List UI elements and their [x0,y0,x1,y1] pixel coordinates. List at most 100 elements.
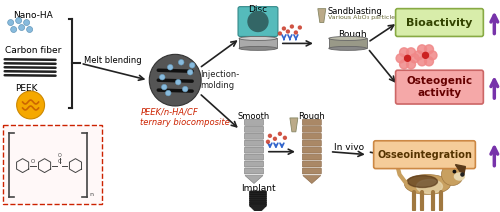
Circle shape [406,60,416,69]
Ellipse shape [404,174,450,194]
Circle shape [248,12,268,32]
Text: Bioactivity: Bioactivity [406,18,472,28]
Circle shape [16,91,44,119]
Circle shape [442,164,464,186]
Ellipse shape [150,54,201,106]
Circle shape [188,70,193,75]
FancyBboxPatch shape [250,204,266,206]
Ellipse shape [408,176,438,187]
Text: PEEK: PEEK [14,84,37,93]
Circle shape [278,32,281,35]
FancyBboxPatch shape [250,195,266,197]
FancyBboxPatch shape [244,140,264,146]
Ellipse shape [416,180,442,193]
Circle shape [10,26,16,32]
Circle shape [290,25,294,28]
Circle shape [24,20,30,25]
Circle shape [160,74,165,80]
Circle shape [414,51,423,60]
Ellipse shape [239,46,277,50]
Text: Rough: Rough [298,112,325,121]
FancyBboxPatch shape [244,168,264,174]
Circle shape [298,26,302,29]
FancyBboxPatch shape [302,154,322,160]
Circle shape [404,55,410,61]
FancyBboxPatch shape [250,193,266,195]
Circle shape [418,45,426,54]
Circle shape [166,90,171,96]
FancyBboxPatch shape [238,7,278,36]
Text: Carbon fiber: Carbon fiber [4,46,61,55]
Text: Smooth: Smooth [238,112,270,121]
Text: PEEK/n-HA/CF
ternary biocomposite: PEEK/n-HA/CF ternary biocomposite [140,108,230,127]
Text: n: n [90,192,94,197]
Text: Melt blending: Melt blending [84,56,142,65]
FancyBboxPatch shape [302,168,322,174]
Circle shape [418,57,426,66]
Polygon shape [318,9,326,22]
FancyBboxPatch shape [244,154,264,160]
Text: O: O [30,159,34,164]
FancyBboxPatch shape [244,133,264,139]
Circle shape [26,26,32,32]
FancyBboxPatch shape [396,70,484,104]
Circle shape [424,57,434,66]
Text: Disc: Disc [248,5,268,14]
FancyBboxPatch shape [250,200,266,202]
Circle shape [428,51,437,60]
Text: In vivo: In vivo [334,143,364,152]
Polygon shape [245,176,263,184]
Ellipse shape [329,46,366,50]
FancyBboxPatch shape [250,198,266,201]
FancyBboxPatch shape [302,119,322,125]
FancyBboxPatch shape [239,38,277,48]
FancyBboxPatch shape [250,202,266,204]
Circle shape [284,136,286,139]
FancyBboxPatch shape [302,126,322,132]
Text: Nano-HA: Nano-HA [12,11,52,20]
FancyBboxPatch shape [302,133,322,139]
FancyBboxPatch shape [250,191,266,193]
Circle shape [268,134,272,137]
Circle shape [18,25,24,31]
FancyBboxPatch shape [396,9,484,36]
Circle shape [400,48,408,57]
FancyBboxPatch shape [244,161,264,167]
Circle shape [16,18,22,24]
Circle shape [294,31,298,34]
Circle shape [168,64,173,70]
Circle shape [406,48,416,57]
Circle shape [178,60,184,65]
Text: Various Al₂O₃ particles: Various Al₂O₃ particles [328,15,398,20]
Circle shape [278,132,281,135]
Circle shape [162,84,167,90]
FancyBboxPatch shape [302,161,322,167]
Text: Rough: Rough [338,31,366,39]
FancyBboxPatch shape [374,141,476,169]
Circle shape [396,54,405,63]
Ellipse shape [454,173,464,180]
Text: Osteogenic
activity: Osteogenic activity [406,76,472,98]
Text: O: O [58,153,62,158]
FancyBboxPatch shape [329,38,366,48]
Circle shape [286,30,290,33]
Circle shape [422,52,428,58]
Circle shape [274,137,276,140]
Circle shape [424,45,434,54]
Circle shape [182,86,188,92]
Text: Injection-
molding: Injection- molding [200,70,239,90]
FancyBboxPatch shape [244,147,264,153]
Polygon shape [456,165,466,177]
Polygon shape [303,176,321,184]
Circle shape [190,63,195,68]
Circle shape [176,79,181,85]
Text: Osseointegration: Osseointegration [377,150,472,160]
Circle shape [410,54,419,63]
Polygon shape [290,118,298,132]
FancyBboxPatch shape [244,126,264,132]
FancyBboxPatch shape [302,147,322,153]
FancyBboxPatch shape [302,140,322,146]
FancyBboxPatch shape [250,197,266,199]
Polygon shape [250,206,266,212]
Ellipse shape [239,36,277,40]
